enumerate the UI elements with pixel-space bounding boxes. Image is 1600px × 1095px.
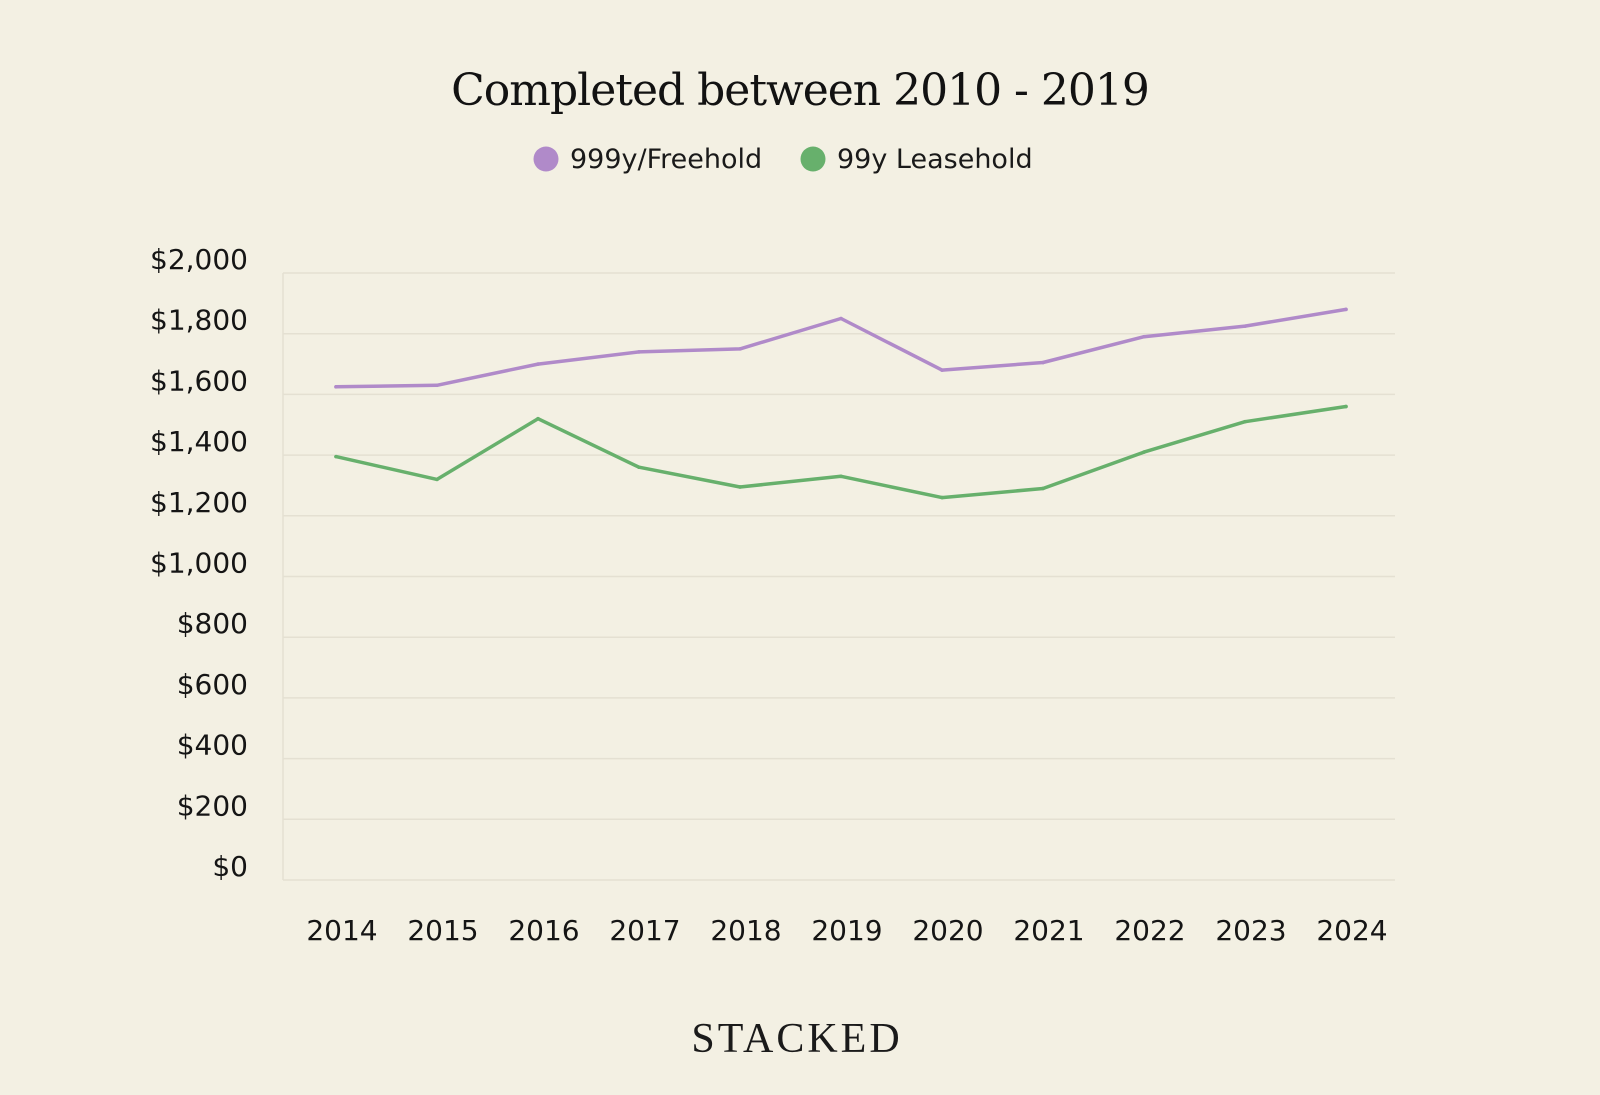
data-point <box>334 385 338 389</box>
legend: 999y/Freehold 99y Leasehold <box>533 144 1033 175</box>
y-tick-label: $600 <box>177 668 248 701</box>
data-point <box>839 474 843 479</box>
y-axis-tick-labels: $0 $200 $400 $600 $800 $1,000 $1,200 $1,400 $1,6… <box>150 243 248 883</box>
y-tick-label: $0 <box>212 850 248 883</box>
data-point <box>940 368 944 372</box>
y-tick-label: $1,600 <box>150 364 248 397</box>
series-line-freehold <box>334 307 1348 389</box>
series-line-leasehold <box>334 404 1348 500</box>
data-point <box>940 495 944 500</box>
x-tick-label: 2014 <box>306 914 377 947</box>
x-tick-label: 2019 <box>811 914 882 947</box>
data-point <box>435 477 439 482</box>
data-point <box>1041 486 1045 491</box>
x-tick-label: 2017 <box>609 914 680 947</box>
data-point <box>839 316 843 321</box>
legend-marker-leasehold <box>800 146 826 172</box>
data-point <box>738 485 742 489</box>
data-point <box>738 347 742 351</box>
data-point <box>637 465 641 470</box>
data-point <box>1344 404 1348 409</box>
y-tick-label: $2,000 <box>150 243 248 276</box>
x-axis-tick-labels: 2014 2015 2016 2017 2018 2019 2020 2021 2022 2023… <box>306 914 1387 947</box>
y-tick-label: $1,000 <box>150 547 248 580</box>
data-point <box>1243 419 1247 424</box>
x-tick-label: 2023 <box>1215 914 1286 947</box>
x-tick-label: 2022 <box>1114 914 1185 947</box>
data-point <box>536 416 540 421</box>
y-tick-label: $1,800 <box>150 304 248 337</box>
data-point <box>637 350 641 354</box>
y-tick-label: $400 <box>177 729 248 762</box>
y-tick-label: $1,200 <box>150 486 248 519</box>
data-point <box>435 383 439 388</box>
y-tick-label: $1,400 <box>150 425 248 458</box>
data-point <box>334 454 338 459</box>
chart-title: Completed between 2010 - 2019 <box>451 65 1149 116</box>
data-point <box>1142 334 1146 339</box>
data-point <box>536 362 540 366</box>
x-tick-label: 2018 <box>710 914 781 947</box>
legend-label-leasehold: 99y Leasehold <box>837 144 1033 175</box>
gridlines <box>282 272 1395 881</box>
y-tick-label: $200 <box>177 789 248 822</box>
x-tick-label: 2016 <box>508 914 579 947</box>
x-tick-label: 2020 <box>912 914 983 947</box>
legend-marker-freehold <box>533 146 559 172</box>
x-tick-label: 2015 <box>407 914 478 947</box>
y-tick-label: $800 <box>177 607 248 640</box>
series-lines <box>334 307 1348 500</box>
data-point <box>1041 360 1045 365</box>
brand-logo: STACKED <box>691 1016 902 1062</box>
x-tick-label: 2021 <box>1013 914 1084 947</box>
data-point <box>1344 307 1348 312</box>
legend-label-freehold: 999y/Freehold <box>570 144 762 175</box>
data-point <box>1142 450 1146 454</box>
x-tick-label: 2024 <box>1316 914 1387 947</box>
data-point <box>1243 324 1247 328</box>
